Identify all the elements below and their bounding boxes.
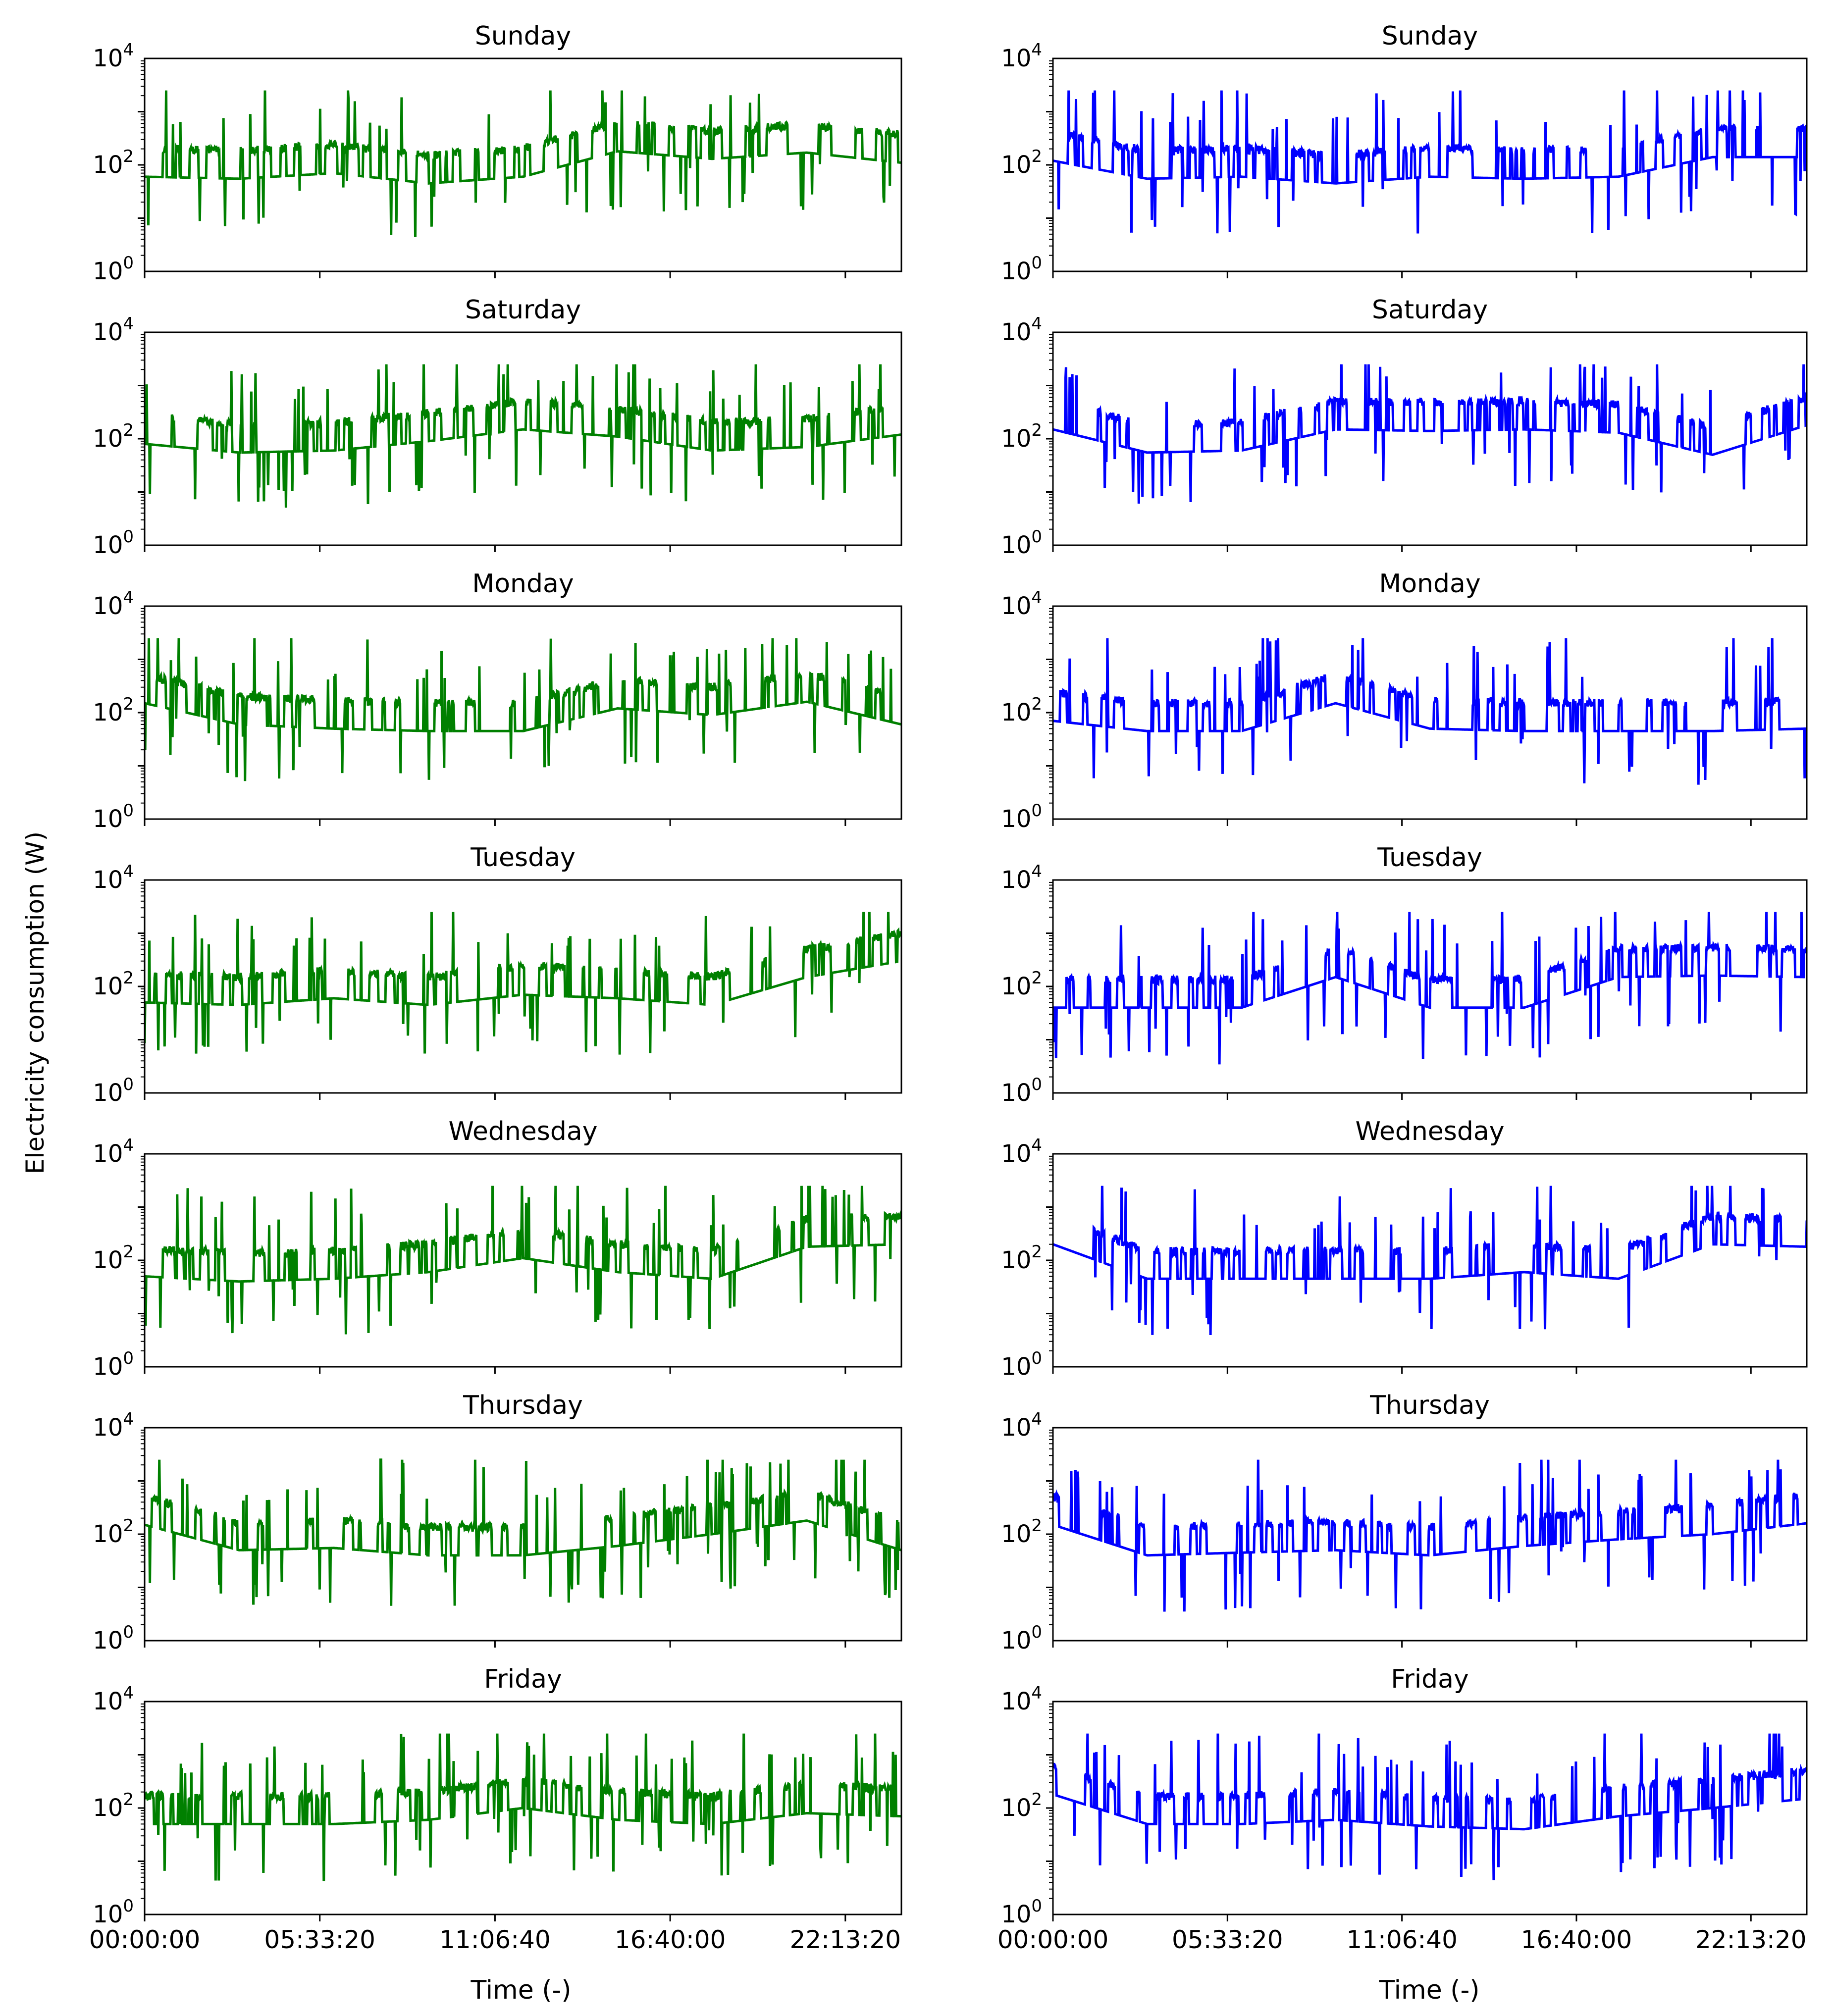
y-tick-label: 102 [1001,1242,1042,1274]
y-tick-label: 100 [1001,1622,1042,1654]
y-tick-label: 102 [93,420,134,453]
y-tick-label: 100 [1001,527,1042,559]
y-tick-label: 104 [93,40,134,72]
subplot-monday-right: Monday 100 102 104 [1001,569,1808,833]
subplot-title: Monday [1379,569,1480,599]
x-tick-label: 22:13:20 [790,1925,901,1954]
y-axis-label: Electricity consumption (W) [21,831,50,1174]
y-tick-label: 104 [1001,40,1042,72]
subplot-title: Thursday [1369,1391,1490,1420]
subplot-title: Sunday [1382,21,1478,51]
y-tick-label: 104 [93,1136,134,1168]
y-tick-label: 104 [1001,862,1042,894]
x-tick-label: 16:40:00 [1521,1925,1632,1954]
subplot-tuesday-left: Tuesday 100 102 104 [93,843,902,1107]
y-tick-label: 102 [1001,420,1042,453]
y-tick-label: 100 [93,1896,134,1928]
y-tick-label: 100 [93,527,134,559]
subplot-friday-right: Friday 100 102 104 00:00:00 05:33:20 11:06:40 1… [997,1664,1808,1954]
y-tick-label: 102 [1001,694,1042,726]
x-tick-label: 05:33:20 [1172,1925,1283,1954]
y-tick-label: 104 [1001,314,1042,346]
series-line [1053,1459,1807,1612]
y-tick-label: 100 [1001,253,1042,285]
y-tick-label: 100 [93,253,134,285]
y-tick-label: 100 [93,1348,134,1381]
y-tick-label: 104 [1001,1136,1042,1168]
subplot-thursday-right: Thursday 100 102 104 [1001,1391,1808,1654]
x-axis-label-right: Time (-) [1378,1975,1479,2005]
subplot-title: Friday [484,1664,562,1694]
subplot-title: Wednesday [448,1117,597,1146]
y-tick-label: 102 [93,1790,134,1822]
y-tick-label: 102 [93,147,134,179]
y-tick-label: 100 [1001,1348,1042,1381]
subplot-title: Saturday [465,295,581,325]
subplot-saturday-right: Saturday 100 102 104 [1001,295,1808,559]
y-tick-label: 104 [1001,1683,1042,1715]
subplot-sunday-left: Sunday 100 102 104 [93,21,902,285]
subplot-wednesday-left: Wednesday 100 102 104 [93,1117,902,1381]
subplot-title: Tuesday [470,843,576,873]
y-tick-label: 102 [93,968,134,1000]
y-tick-label: 104 [93,314,134,346]
y-tick-label: 102 [93,1516,134,1548]
subplot-title: Monday [472,569,574,599]
y-tick-label: 100 [1001,801,1042,833]
y-tick-label: 100 [1001,1075,1042,1107]
subplot-friday-left: Friday 100 102 104 00:00:00 05:33:20 11:06:40 1… [89,1664,902,1954]
y-tick-label: 104 [1001,1409,1042,1442]
y-tick-label: 104 [93,1683,134,1715]
series-line [145,1733,901,1881]
subplot-title: Tuesday [1377,843,1482,873]
x-tick-label: 16:40:00 [615,1925,726,1954]
x-tick-label: 22:13:20 [1695,1925,1807,1954]
subplot-title: Wednesday [1355,1117,1504,1146]
y-tick-label: 102 [93,694,134,726]
series-line [145,1458,901,1606]
subplot-sunday-right: Sunday 100 102 104 [1001,21,1808,285]
subplot-title: Friday [1391,1664,1469,1694]
y-tick-label: 102 [1001,147,1042,179]
y-tick-label: 100 [1001,1896,1042,1928]
series-line [145,912,901,1055]
y-tick-label: 104 [93,862,134,894]
y-tick-label: 100 [93,1075,134,1107]
y-tick-label: 100 [93,801,134,833]
y-tick-label: 102 [1001,1790,1042,1822]
subplot-grid: Sunday 100 102 104 Sunday 100 102 104 Saturday 10… [89,21,1808,1954]
x-tick-label: 11:06:40 [439,1925,551,1954]
subplot-title: Saturday [1372,295,1488,325]
subplot-thursday-left: Thursday 100 102 104 [93,1391,902,1654]
y-tick-label: 102 [1001,968,1042,1000]
x-axis-label-left: Time (-) [470,1975,571,2005]
x-tick-label: 00:00:00 [997,1925,1109,1954]
subplot-wednesday-right: Wednesday 100 102 104 [1001,1117,1808,1381]
subplot-title: Sunday [475,21,572,51]
x-tick-label: 11:06:40 [1346,1925,1458,1954]
subplot-saturday-left: Saturday 100 102 104 [93,295,902,559]
subplot-tuesday-right: Tuesday 100 102 104 [1001,843,1808,1107]
y-tick-label: 104 [1001,588,1042,620]
y-tick-label: 100 [93,1622,134,1654]
y-tick-label: 104 [93,588,134,620]
x-tick-label: 05:33:20 [264,1925,375,1954]
subplot-title: Thursday [463,1391,583,1420]
x-tick-label: 00:00:00 [89,1925,201,1954]
subplot-monday-left: Monday 100 102 104 [93,569,902,833]
y-tick-label: 104 [93,1409,134,1442]
y-tick-label: 102 [1001,1516,1042,1548]
y-tick-label: 102 [93,1242,134,1274]
